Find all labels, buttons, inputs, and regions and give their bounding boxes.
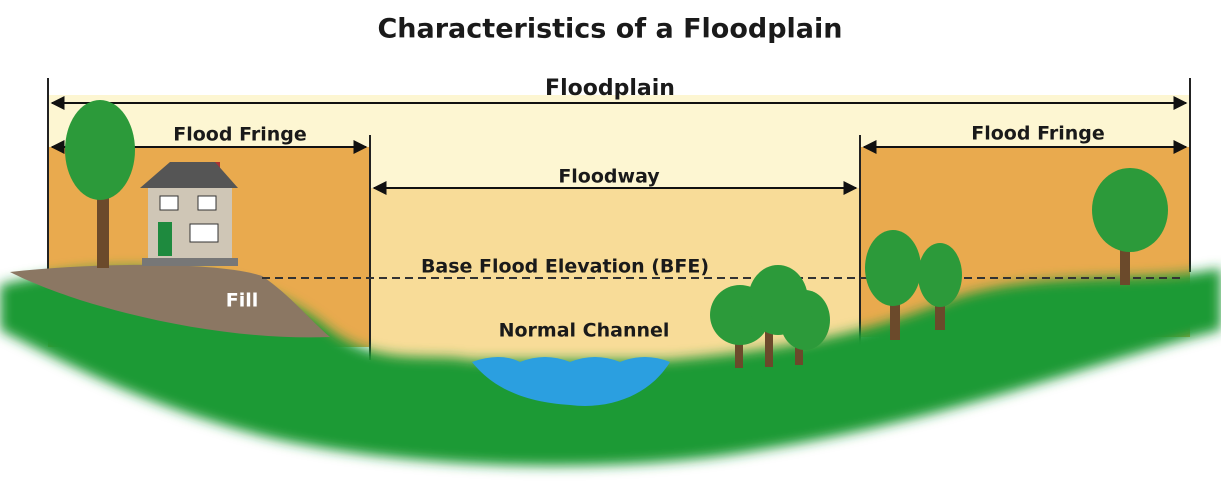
fill-label: Fill [226,290,259,312]
flood-fringe-label: Flood Fringe [173,124,306,146]
title: Characteristics of a Floodplain [377,14,842,45]
house [140,162,238,266]
floodplain-label: Floodplain [545,76,675,101]
flood-fringe-label: Flood Fringe [971,123,1104,145]
bfe-label: Base Flood Elevation (BFE) [421,256,709,278]
normal-channel-label: Normal Channel [499,320,670,342]
floodplain-diagram: Characteristics of a Floodplain Floodpla… [0,0,1221,483]
floodway-label: Floodway [558,166,660,188]
